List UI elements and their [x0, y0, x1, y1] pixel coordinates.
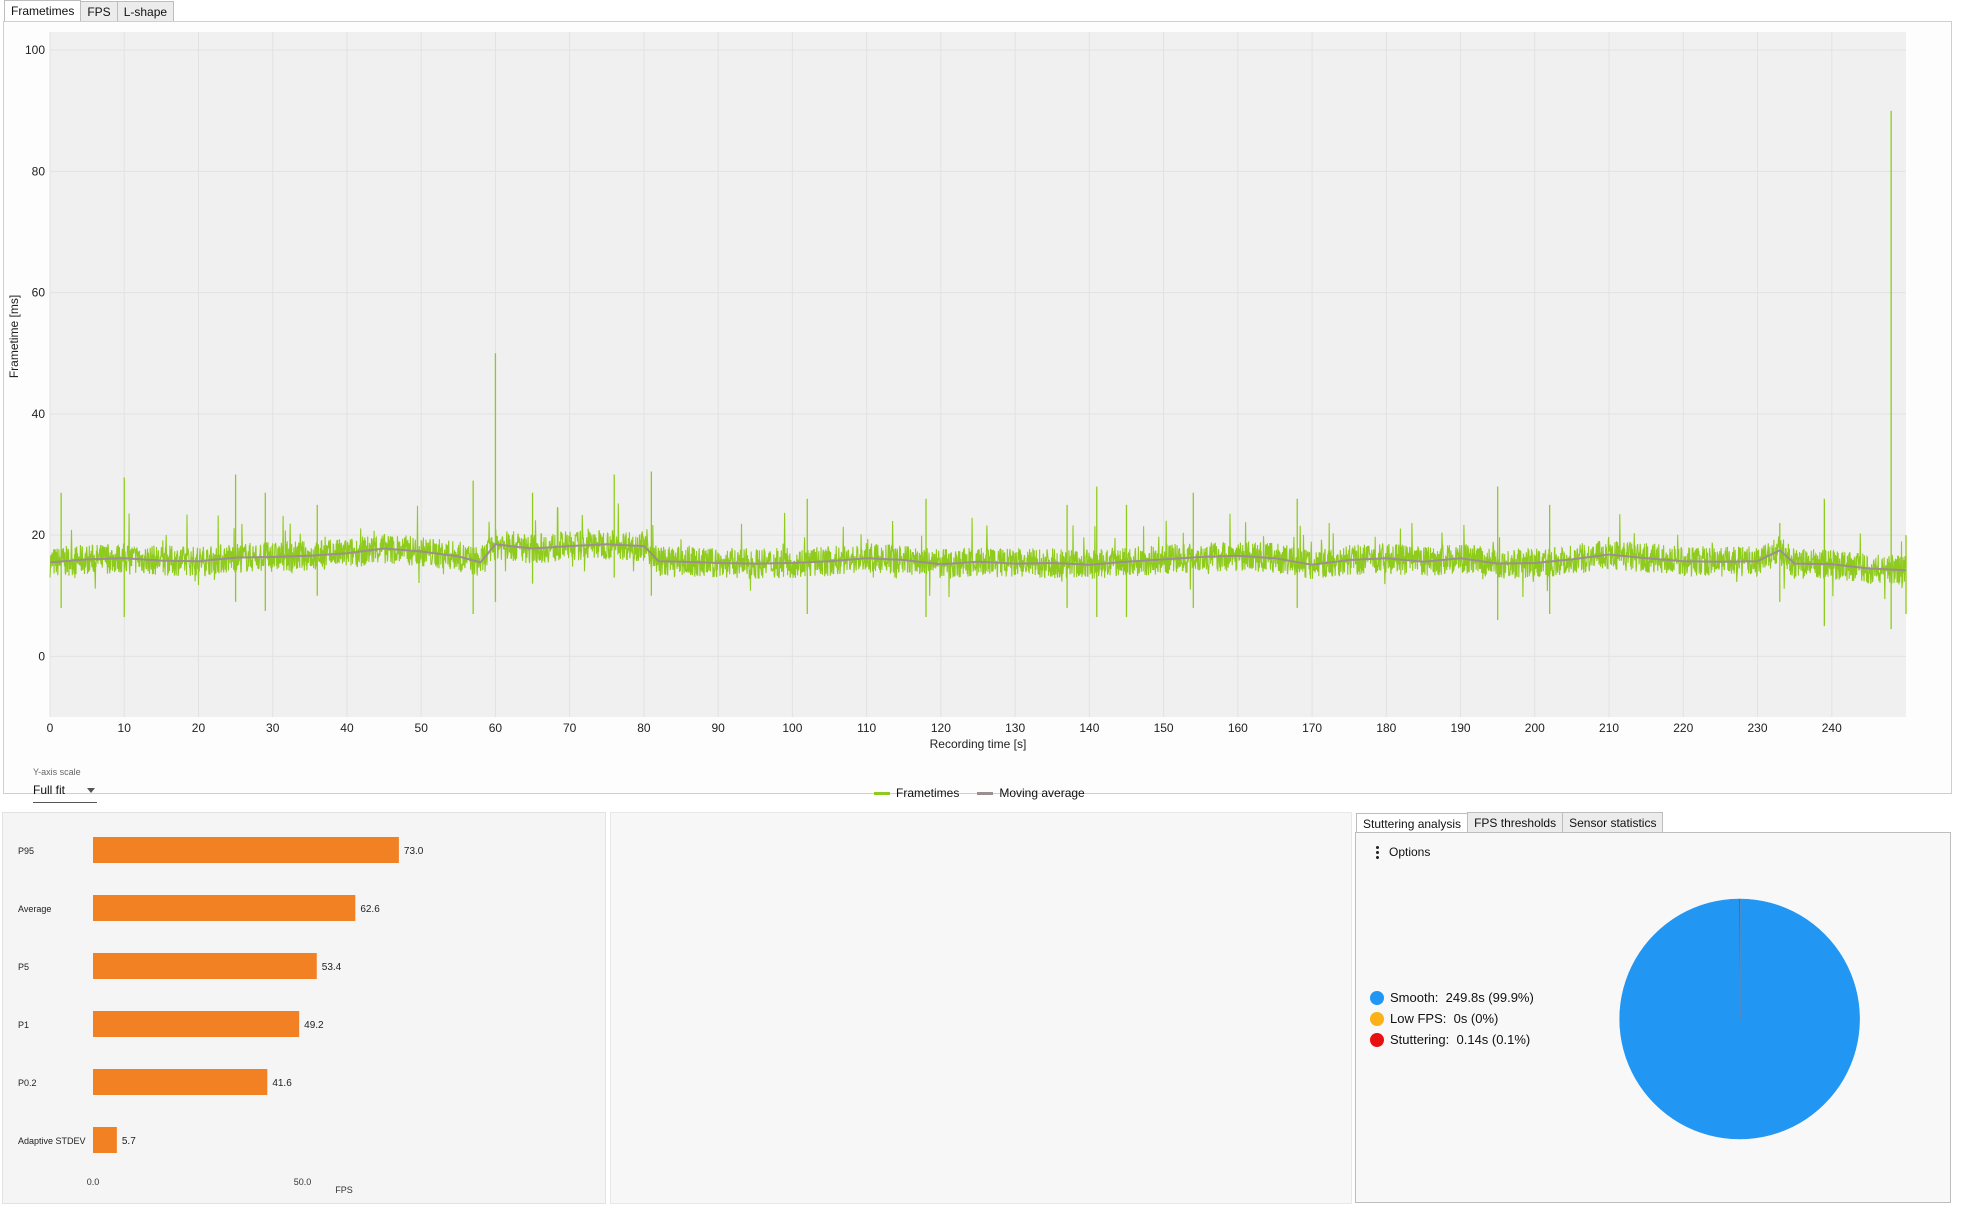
bar-category-label: P5 — [18, 962, 29, 972]
bar-value-label: 41.6 — [272, 1078, 292, 1089]
y-tick-label: 100 — [25, 43, 45, 57]
bar-category-label: P95 — [18, 846, 34, 856]
tab-l-shape[interactable]: L-shape — [116, 1, 175, 22]
tab-fps-thresholds[interactable]: FPS thresholds — [1467, 812, 1564, 833]
legend-value: 249.8s (99.9%) — [1445, 990, 1534, 1005]
y-tick-label: 40 — [32, 407, 46, 421]
legend-label: Low FPS: — [1390, 1011, 1447, 1026]
y-axis-scale-label: Y-axis scale — [33, 767, 81, 777]
fps-metrics-panel: P95 73.0 Average 62.6 P5 53.4 P1 49.2 P0.2 41.6 Ad… — [2, 812, 606, 1204]
x-tick-label: 170 — [1302, 721, 1322, 735]
frametime-legend: Frametimes Moving average — [874, 786, 1085, 800]
x-tick-label: 0.0 — [87, 1177, 100, 1187]
frametime-chart: 0 10 20 30 40 50 60 70 80 90 100 110 120 130 140 150 160… — [7, 32, 1907, 751]
empty-panel — [610, 812, 1352, 1204]
x-tick-label: 0 — [47, 721, 54, 735]
legend-dot-stuttering — [1370, 1032, 1384, 1047]
legend-dot-low-fps — [1370, 1011, 1384, 1026]
x-tick-label: 50.0 — [294, 1177, 312, 1187]
y-tick-label: 20 — [32, 528, 46, 542]
options-button[interactable]: Options — [1376, 845, 1430, 859]
x-tick-label: 160 — [1228, 721, 1248, 735]
more-vertical-icon — [1376, 845, 1379, 859]
analysis-tabs: Stuttering analysis FPS thresholds Senso… — [1356, 812, 1664, 836]
legend-label: Stuttering: — [1390, 1032, 1450, 1047]
x-tick-label: 190 — [1451, 721, 1471, 735]
y-tick-label: 60 — [32, 286, 46, 300]
bar-value-label: 73.0 — [404, 846, 424, 857]
x-tick-label: 90 — [711, 721, 725, 735]
y-axis-scale-dropdown[interactable]: Full fit — [33, 780, 97, 803]
bar-value-label: 49.2 — [304, 1020, 324, 1031]
bar-category-label: P1 — [18, 1020, 29, 1030]
legend-item-moving-average[interactable]: Moving average — [977, 786, 1085, 800]
chevron-down-icon — [87, 788, 95, 793]
x-tick-label: 130 — [1005, 721, 1025, 735]
stuttering-analysis-panel: Options Smooth: 249.8s (99.9%) Low FPS: … — [1355, 832, 1951, 1203]
legend-label: Frametimes — [896, 786, 960, 800]
x-tick-label: 20 — [192, 721, 206, 735]
x-tick-label: 10 — [118, 721, 132, 735]
legend-swatch-moving-average — [977, 791, 994, 795]
x-tick-label: 50 — [415, 721, 429, 735]
y-axis-label: Frametime [ms] — [7, 295, 21, 378]
x-tick-label: 100 — [782, 721, 802, 735]
moving-average-series — [49, 543, 1907, 572]
frametime-chart-panel: 0 10 20 30 40 50 60 70 80 90 100 110 120 130 140 150 160… — [3, 21, 1952, 803]
x-tick-label: 150 — [1154, 721, 1174, 735]
bar — [93, 837, 399, 863]
bar — [93, 1069, 268, 1095]
y-axis-scale-value: Full fit — [33, 783, 66, 797]
bar-category-label: Average — [18, 904, 51, 914]
bar-value-label: 62.6 — [360, 904, 380, 915]
stuttering-pie-chart — [1619, 898, 1860, 1140]
x-tick-label: 110 — [857, 721, 876, 735]
x-tick-label: 200 — [1525, 721, 1545, 735]
legend-dot-smooth — [1370, 990, 1384, 1005]
chart-tabs: Frametimes FPS L-shape — [4, 0, 175, 23]
tab-frametimes[interactable]: Frametimes — [4, 0, 82, 23]
bar-category-label: P0.2 — [18, 1078, 37, 1088]
options-label: Options — [1389, 845, 1431, 859]
bar-value-label: 53.4 — [322, 962, 342, 973]
x-tick-label: 210 — [1599, 721, 1619, 735]
y-tick-label: 80 — [32, 164, 46, 178]
bar — [93, 1127, 117, 1153]
bar-value-label: 5.7 — [122, 1136, 136, 1147]
legend-item-frametimes[interactable]: Frametimes — [874, 786, 959, 800]
plot-area — [50, 32, 1906, 717]
tab-fps[interactable]: FPS — [80, 1, 118, 22]
x-tick-label: 60 — [489, 721, 503, 735]
legend-value: 0.14s (0.1%) — [1456, 1032, 1531, 1047]
legend-swatch-frametimes — [874, 791, 890, 795]
x-tick-label: 140 — [1079, 721, 1099, 735]
legend-value: 0s (0%) — [1453, 1011, 1499, 1026]
x-tick-label: 220 — [1673, 721, 1693, 735]
legend-item-stuttering: Stuttering: 0.14s (0.1%) — [1370, 1031, 1534, 1048]
legend-label: Moving average — [999, 786, 1085, 800]
x-tick-label: 180 — [1376, 721, 1396, 735]
y-tick-label: 0 — [38, 649, 45, 663]
x-tick-label: 230 — [1748, 721, 1768, 735]
tab-sensor-statistics[interactable]: Sensor statistics — [1562, 812, 1664, 833]
fps-bar-chart: P95 73.0 Average 62.6 P5 53.4 P1 49.2 P0.2 41.6 Ad… — [18, 837, 424, 1195]
x-tick-label: 40 — [340, 721, 354, 735]
x-tick-label: 120 — [931, 721, 951, 735]
x-axis-label: FPS — [335, 1185, 353, 1195]
x-tick-label: 240 — [1822, 721, 1842, 735]
tab-stuttering-analysis[interactable]: Stuttering analysis — [1356, 813, 1469, 836]
legend-label: Smooth: — [1390, 990, 1439, 1005]
x-tick-label: 30 — [266, 721, 280, 735]
legend-item-smooth: Smooth: 249.8s (99.9%) — [1370, 989, 1534, 1006]
bar — [93, 953, 317, 979]
x-axis-label: Recording time [s] — [930, 737, 1027, 751]
stuttering-legend: Smooth: 249.8s (99.9%) Low FPS: 0s (0%) … — [1370, 989, 1534, 1052]
bar-category-label: Adaptive STDEV — [18, 1136, 86, 1146]
x-tick-label: 80 — [637, 721, 651, 735]
legend-item-low-fps: Low FPS: 0s (0%) — [1370, 1010, 1534, 1027]
bar — [93, 1011, 300, 1037]
bar — [93, 895, 356, 921]
x-tick-label: 70 — [563, 721, 577, 735]
